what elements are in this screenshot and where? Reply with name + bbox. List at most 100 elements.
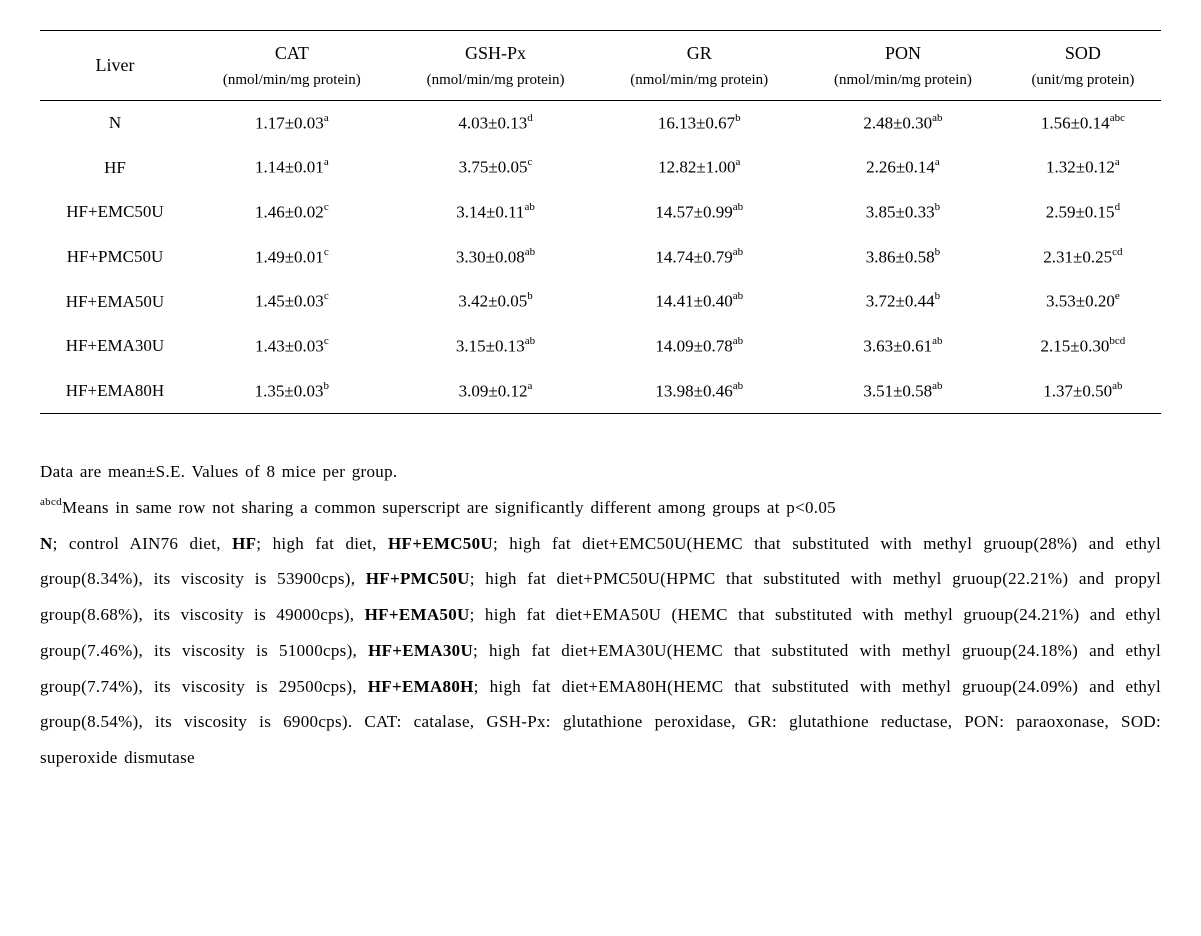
cell-superscript: e — [1115, 290, 1120, 302]
cell-value: 3.72±0.44 — [866, 292, 935, 311]
data-cell: 3.75±0.05c — [394, 145, 598, 190]
data-cell: 3.85±0.33b — [801, 190, 1005, 235]
cell-superscript: c — [324, 290, 329, 302]
cell-value: 12.82±1.00 — [658, 158, 735, 177]
data-cell: 1.56±0.14abc — [1005, 100, 1161, 145]
col-header-main: GR — [597, 31, 801, 68]
cell-superscript: ab — [932, 335, 942, 347]
cell-superscript: c — [324, 201, 329, 213]
cell-value: 14.41±0.40 — [655, 292, 732, 311]
row-label: HF+EMA50U — [40, 279, 190, 324]
cell-value: 3.86±0.58 — [866, 247, 935, 266]
definition-term: HF+EMA80H — [368, 677, 474, 696]
cell-value: 1.56±0.14 — [1041, 113, 1110, 132]
data-cell: 1.17±0.03a — [190, 100, 394, 145]
cell-superscript: ab — [525, 246, 535, 258]
cell-value: 3.09±0.12 — [459, 381, 528, 400]
col-header-sub: (nmol/min/mg protein) — [597, 68, 801, 101]
cell-superscript: bcd — [1109, 335, 1125, 347]
cell-value: 3.15±0.13 — [456, 337, 525, 356]
enzyme-activity-table: Liver CAT GSH-Px GR PON SOD (nmol/min/mg… — [40, 30, 1161, 414]
cell-value: 1.32±0.12 — [1046, 158, 1115, 177]
footnote-line-2: abcdMeans in same row not sharing a comm… — [40, 490, 1161, 526]
cell-superscript: ab — [1112, 380, 1122, 392]
footnote-line-1: Data are mean±S.E. Values of 8 mice per … — [40, 454, 1161, 490]
data-cell: 1.49±0.01c — [190, 235, 394, 280]
data-cell: 1.37±0.50ab — [1005, 369, 1161, 414]
cell-value: 2.59±0.15 — [1046, 203, 1115, 222]
data-cell: 13.98±0.46ab — [597, 369, 801, 414]
data-cell: 14.74±0.79ab — [597, 235, 801, 280]
cell-superscript: b — [935, 246, 941, 258]
cell-superscript: a — [1115, 156, 1120, 168]
cell-value: 2.31±0.25 — [1043, 247, 1112, 266]
row-label: N — [40, 100, 190, 145]
cell-value: 1.43±0.03 — [255, 337, 324, 356]
cell-superscript: c — [324, 335, 329, 347]
cell-superscript: a — [528, 380, 533, 392]
cell-superscript: ab — [733, 290, 743, 302]
footnote-text: Means in same row not sharing a common s… — [62, 498, 836, 517]
table-row: HF+EMA30U1.43±0.03c3.15±0.13ab14.09±0.78… — [40, 324, 1161, 369]
footnotes: Data are mean±S.E. Values of 8 mice per … — [40, 454, 1161, 775]
cell-value: 3.75±0.05 — [459, 158, 528, 177]
data-cell: 2.59±0.15d — [1005, 190, 1161, 235]
cell-superscript: b — [935, 290, 941, 302]
cell-superscript: ab — [932, 112, 942, 124]
table-row: HF+EMA80H1.35±0.03b3.09±0.12a13.98±0.46a… — [40, 369, 1161, 414]
cell-superscript: d — [527, 112, 533, 124]
definition-text: ; high fat diet, — [256, 534, 388, 553]
cell-superscript: cd — [1112, 246, 1122, 258]
data-cell: 2.31±0.25cd — [1005, 235, 1161, 280]
table-row: N1.17±0.03a4.03±0.13d16.13±0.67b2.48±0.3… — [40, 100, 1161, 145]
data-cell: 3.15±0.13ab — [394, 324, 598, 369]
table-body: N1.17±0.03a4.03±0.13d16.13±0.67b2.48±0.3… — [40, 100, 1161, 414]
col-header-sub: (nmol/min/mg protein) — [801, 68, 1005, 101]
cell-value: 1.17±0.03 — [255, 113, 324, 132]
row-label: HF — [40, 145, 190, 190]
cell-superscript: b — [735, 112, 741, 124]
cell-superscript: ab — [525, 335, 535, 347]
cell-value: 14.74±0.79 — [655, 247, 732, 266]
definition-term: HF+PMC50U — [366, 569, 470, 588]
cell-superscript: ab — [524, 201, 534, 213]
data-cell: 3.51±0.58ab — [801, 369, 1005, 414]
cell-value: 3.63±0.61 — [863, 337, 932, 356]
definition-term: HF+EMC50U — [388, 534, 493, 553]
cell-superscript: a — [324, 112, 329, 124]
data-cell: 2.15±0.30bcd — [1005, 324, 1161, 369]
data-cell: 3.30±0.08ab — [394, 235, 598, 280]
data-cell: 4.03±0.13d — [394, 100, 598, 145]
data-cell: 1.43±0.03c — [190, 324, 394, 369]
data-cell: 3.14±0.11ab — [394, 190, 598, 235]
data-cell: 2.26±0.14a — [801, 145, 1005, 190]
definition-term: HF — [232, 534, 256, 553]
cell-value: 1.35±0.03 — [255, 381, 324, 400]
cell-value: 14.57±0.99 — [655, 203, 732, 222]
cell-value: 1.37±0.50 — [1043, 381, 1112, 400]
cell-superscript: b — [527, 290, 533, 302]
cell-value: 1.49±0.01 — [255, 247, 324, 266]
data-cell: 3.72±0.44b — [801, 279, 1005, 324]
col-header-sub: (nmol/min/mg protein) — [394, 68, 598, 101]
col-header-main: SOD — [1005, 31, 1161, 68]
cell-value: 13.98±0.46 — [655, 381, 732, 400]
cell-superscript: c — [528, 156, 533, 168]
table-header: Liver CAT GSH-Px GR PON SOD (nmol/min/mg… — [40, 31, 1161, 101]
definition-term: N — [40, 534, 53, 553]
col-header-main: PON — [801, 31, 1005, 68]
cell-value: 3.51±0.58 — [863, 381, 932, 400]
data-cell: 16.13±0.67b — [597, 100, 801, 145]
footnote-definitions: N; control AIN76 diet, HF; high fat diet… — [40, 526, 1161, 776]
row-label: HF+EMC50U — [40, 190, 190, 235]
data-cell: 1.32±0.12a — [1005, 145, 1161, 190]
data-cell: 2.48±0.30ab — [801, 100, 1005, 145]
cell-superscript: c — [324, 246, 329, 258]
row-label: HF+EMA80H — [40, 369, 190, 414]
data-cell: 14.09±0.78ab — [597, 324, 801, 369]
cell-superscript: d — [1115, 201, 1121, 213]
cell-superscript: abc — [1110, 112, 1125, 124]
row-label: HF+PMC50U — [40, 235, 190, 280]
data-cell: 3.86±0.58b — [801, 235, 1005, 280]
col-header-sub: (unit/mg protein) — [1005, 68, 1161, 101]
